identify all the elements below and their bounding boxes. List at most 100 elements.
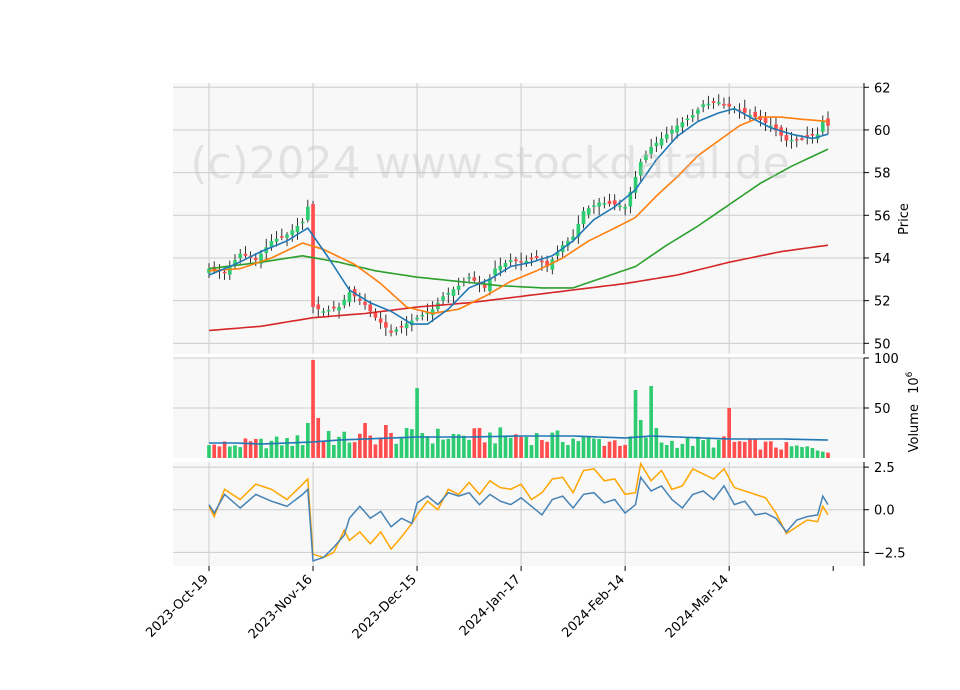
candle-body [311, 204, 315, 308]
candle-body [826, 118, 830, 126]
volume-bar [675, 447, 679, 458]
volume-bar [529, 445, 534, 458]
price-ytick-label: 60 [874, 124, 891, 139]
candle-body [399, 326, 404, 328]
volume-bar [316, 418, 321, 458]
candle-body [727, 103, 731, 107]
volume-bar [602, 445, 607, 458]
price-panel: 50 52 54 56 58 60 62 [173, 81, 891, 354]
osc-ytick-label: 0.0 [874, 504, 895, 519]
volume-bar [451, 433, 456, 458]
price-axis-label: Price [897, 203, 912, 235]
volume-ytick-label: 50 [874, 402, 891, 417]
volume-bar [404, 428, 409, 458]
volume-bar [306, 423, 310, 458]
candle-body [259, 253, 263, 264]
volume-bar [498, 427, 503, 458]
volume-bar [768, 441, 773, 458]
watermark: (c)2024 www.stockdatal.de [190, 138, 789, 189]
volume-bar [493, 443, 497, 458]
volume-bar [519, 436, 523, 458]
candle-body [550, 259, 555, 270]
candle-body [290, 230, 295, 236]
volume-bar [300, 445, 305, 458]
osc-line-a [208, 475, 829, 562]
volume-bar [467, 439, 471, 458]
candle-body [441, 296, 445, 301]
volume-bar [290, 445, 295, 458]
x-tick-label: 2023-Nov-16 [246, 572, 316, 642]
volume-bar [810, 448, 815, 458]
volume-bar [784, 442, 789, 458]
volume-bar [758, 449, 763, 458]
candle-body [222, 271, 227, 274]
volume-bar [295, 435, 300, 458]
volume-bar [540, 439, 544, 458]
candle-body [706, 103, 711, 106]
candle-body [638, 161, 643, 176]
candle-body [337, 307, 341, 311]
volume-bar [560, 442, 565, 458]
volume-bar [524, 436, 529, 458]
candle-body [618, 205, 622, 208]
candle-body [805, 135, 810, 138]
candle-body [472, 277, 477, 281]
volume-bar [373, 444, 378, 458]
candle-body [742, 107, 747, 113]
candle-body [680, 122, 685, 128]
candle-body [285, 234, 289, 238]
volume-bar [280, 445, 284, 458]
candle-body [410, 320, 414, 326]
volume-bar [274, 436, 279, 458]
volume-bar [545, 441, 549, 458]
candle-body [670, 129, 674, 134]
volume-bar [649, 386, 653, 458]
volume-bar [800, 447, 804, 458]
volume-bar [410, 429, 414, 458]
candle-body [446, 292, 451, 295]
volume-bar [576, 441, 581, 458]
volume-bar [259, 438, 263, 458]
candle-body [696, 109, 700, 114]
candle-body [316, 304, 321, 310]
candle-body [774, 124, 778, 131]
candle-body [415, 317, 419, 320]
candle-body [253, 257, 258, 261]
volume-bar [488, 432, 492, 458]
volume-bar [394, 443, 399, 458]
volume-bar [321, 441, 326, 458]
candle-body [545, 260, 549, 267]
volume-bar [680, 443, 685, 458]
candle-body [493, 268, 497, 276]
candle-body [227, 266, 232, 275]
volume-bar [441, 439, 445, 458]
candle-body [404, 323, 409, 329]
volume-bar [342, 431, 347, 458]
ma-long-line [208, 244, 829, 332]
x-tick-label: 2024-Feb-14 [559, 572, 628, 641]
volume-bar [269, 440, 274, 458]
volume-bar [555, 430, 560, 458]
volume-bar [212, 444, 217, 458]
price-ytick-label: 58 [874, 167, 891, 182]
volume-bar [264, 448, 269, 458]
candle-body [581, 211, 586, 225]
candle-body [394, 329, 399, 332]
price-ytick-label: 62 [874, 81, 891, 96]
candle-body [628, 191, 633, 207]
candle-body [659, 138, 664, 146]
candle-body [612, 200, 617, 205]
volume-bar [358, 433, 362, 458]
candle-body [607, 200, 612, 204]
ma-mid-line [208, 116, 829, 315]
volume-bar [690, 445, 695, 458]
osc-ytick-label: −2.5 [874, 546, 906, 561]
volume-bar [420, 433, 425, 458]
candle-body [430, 309, 435, 316]
volume-bar [285, 437, 289, 458]
candle-body [654, 142, 659, 147]
volume-bar [701, 440, 705, 458]
candle-body [233, 260, 237, 265]
volume-bar [311, 360, 315, 458]
